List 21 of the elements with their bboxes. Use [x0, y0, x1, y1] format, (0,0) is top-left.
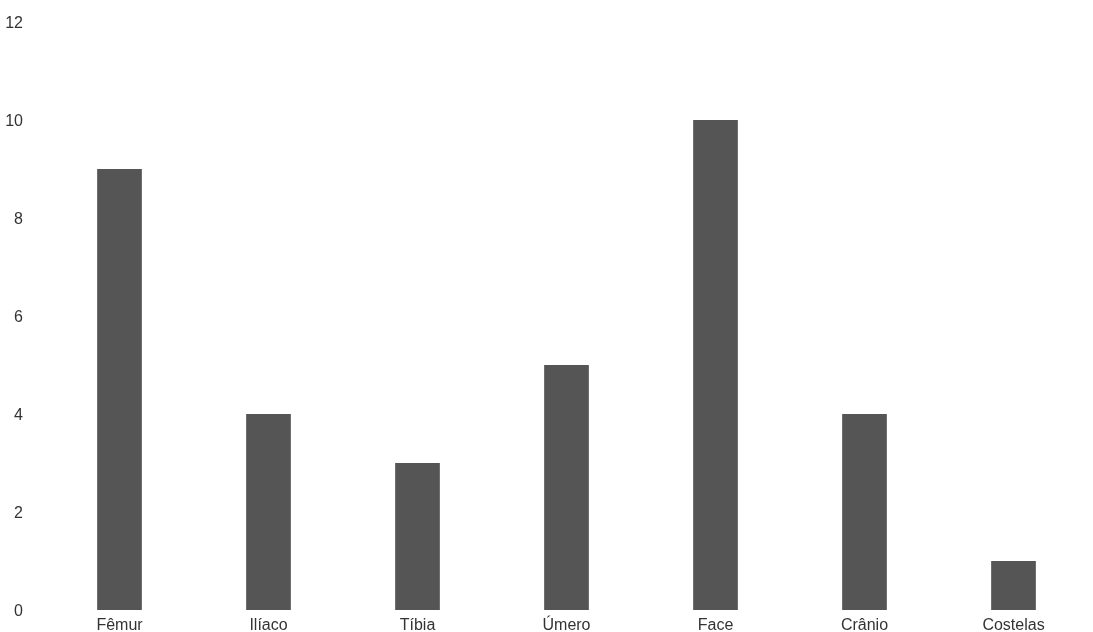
bar: [544, 365, 589, 610]
x-tick-label: Crânio: [840, 615, 889, 632]
bar: [97, 169, 142, 610]
bar: [991, 561, 1036, 610]
bar: [693, 120, 738, 610]
x-tick-label: Tíbia: [399, 615, 436, 632]
y-tick-label: 4: [14, 405, 24, 423]
x-tick-label: Face: [697, 615, 734, 632]
y-tick-label: 0: [14, 601, 24, 619]
x-tick-label: Fêmur: [96, 615, 144, 632]
x-tick-label: Úmero: [542, 614, 591, 632]
bar: [246, 414, 291, 610]
y-tick-label: 12: [5, 13, 24, 31]
y-tick-label: 10: [5, 111, 24, 129]
x-tick-label: Costelas: [982, 615, 1045, 632]
y-tick-label: 6: [14, 307, 24, 325]
bar: [842, 414, 887, 610]
y-tick-label: 8: [14, 209, 24, 227]
y-tick-label: 2: [14, 503, 24, 521]
x-tick-label: Ilíaco: [249, 615, 288, 632]
bar: [395, 463, 440, 610]
